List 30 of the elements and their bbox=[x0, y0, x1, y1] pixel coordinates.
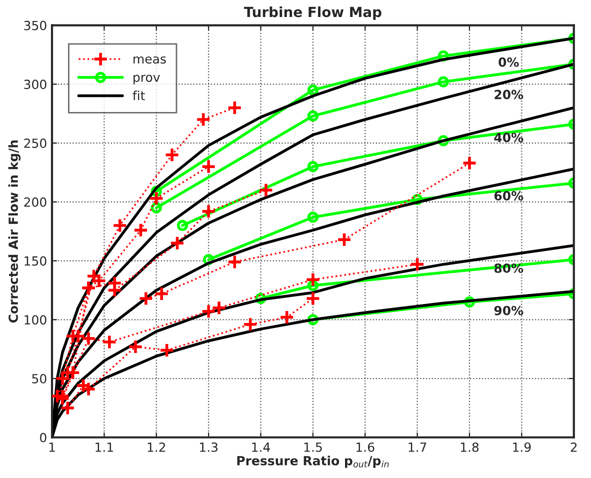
legend-label: meas bbox=[134, 56, 166, 64]
x-tick-label: 1.7 bbox=[408, 442, 426, 452]
x-tick-label: 1.5 bbox=[304, 442, 322, 452]
x-tick-label: 1.3 bbox=[200, 442, 218, 452]
y-tick-label: 200 bbox=[24, 197, 46, 207]
y-tick-label: 100 bbox=[24, 315, 46, 325]
legend-label: prov bbox=[134, 74, 160, 84]
x-tick-label: 1.8 bbox=[460, 442, 479, 452]
y-tick-label: 50 bbox=[32, 374, 46, 384]
x-tick-label: 1.9 bbox=[513, 442, 531, 452]
y-tick-label: 150 bbox=[24, 256, 46, 266]
x-tick-label: 1 bbox=[49, 442, 55, 452]
x-tick-label: 1.6 bbox=[356, 442, 374, 452]
x-tick-label: 1.1 bbox=[96, 442, 113, 452]
chart-title: Turbine Flow Map bbox=[244, 6, 382, 20]
annotation: 90% bbox=[494, 306, 524, 316]
y-tick-label: 0 bbox=[40, 432, 46, 442]
y-tick-label: 300 bbox=[24, 80, 46, 90]
y-tick-label: 350 bbox=[24, 20, 46, 30]
x-axis-title: Pressure Ratio p$_{out}$/p$_{in}$ bbox=[237, 456, 389, 468]
x-tick-label: 1.4 bbox=[252, 442, 270, 452]
annotation: 20% bbox=[494, 90, 524, 100]
x-tick-label: 1.2 bbox=[148, 442, 166, 452]
legend-label: fit bbox=[132, 90, 145, 100]
y-tick-label: 250 bbox=[24, 138, 46, 148]
annotation: 0% bbox=[498, 57, 519, 67]
x-tick-label: 2 bbox=[570, 442, 577, 452]
annotation: 40% bbox=[494, 132, 524, 142]
annotation: 60% bbox=[494, 191, 524, 201]
y-axis-title: Corrected Air Flow in kg/h bbox=[8, 140, 21, 323]
